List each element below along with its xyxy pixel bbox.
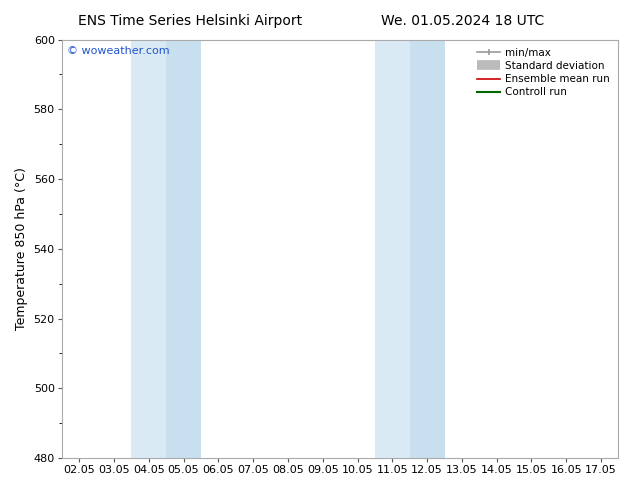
Legend: min/max, Standard deviation, Ensemble mean run, Controll run: min/max, Standard deviation, Ensemble me…	[474, 45, 613, 100]
Text: © woweather.com: © woweather.com	[67, 46, 170, 56]
Text: ENS Time Series Helsinki Airport: ENS Time Series Helsinki Airport	[78, 14, 302, 28]
Text: We. 01.05.2024 18 UTC: We. 01.05.2024 18 UTC	[381, 14, 545, 28]
Bar	[131, 40, 166, 458]
Bar	[375, 40, 410, 458]
Bar	[410, 40, 444, 458]
Bar	[166, 40, 201, 458]
Y-axis label: Temperature 850 hPa (°C): Temperature 850 hPa (°C)	[15, 168, 28, 330]
